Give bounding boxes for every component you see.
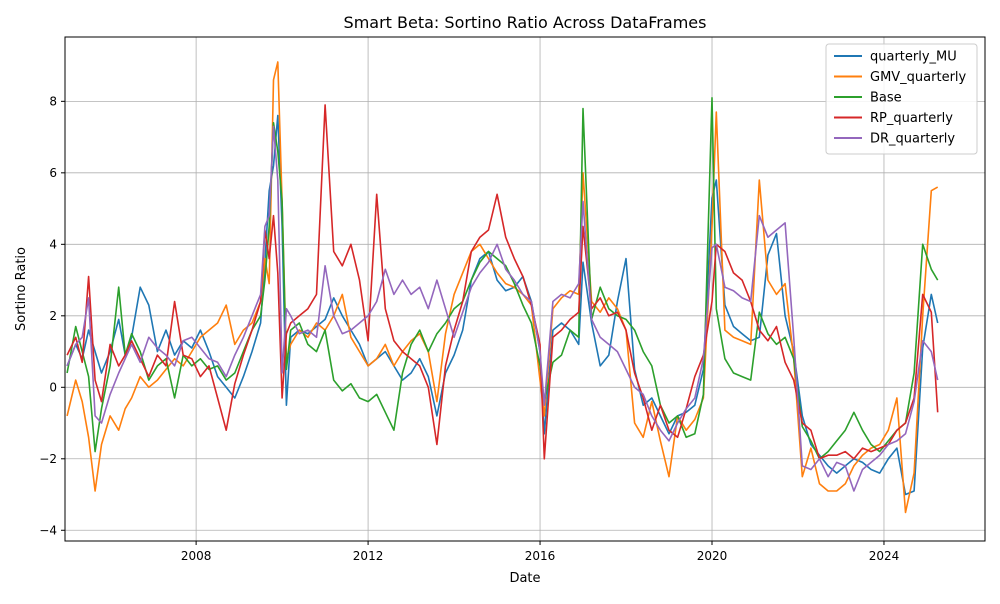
x-axis-label: Date [509,571,540,586]
x-tick-label: 2012 [353,549,384,563]
series-line-DR_quarterly [66,125,939,492]
y-tick-label: −4 [39,523,57,537]
chart-title: Smart Beta: Sortino Ratio Across DataFra… [344,13,707,32]
y-tick-label: −2 [39,452,57,466]
y-tick-label: 6 [49,166,57,180]
series-line-GMV_quarterly [66,61,939,514]
x-tick-label: 2016 [525,549,556,563]
legend-label: GMV_quarterly [870,70,967,85]
plot-frame [64,36,986,542]
legend: quarterly_MU GMV_quarterly Base RP_quarterl… [825,43,978,155]
x-tick-label: 2024 [869,549,900,563]
y-tick-label: 4 [49,237,57,251]
legend-label: quarterly_MU [870,50,957,65]
y-tick-label: 0 [49,380,57,394]
tick-layer: 2008 2012 2016 2020 2024 −4 −2 0 2 4 6 8 [39,94,899,563]
y-tick-label: 2 [49,309,57,323]
grid-layer [65,37,985,541]
y-axis-label: Sortino Ratio [14,247,29,331]
legend-label: RP_quarterly [870,111,953,126]
y-tick-label: 8 [49,94,57,108]
legend-box [825,43,978,155]
series-line-Base [66,97,939,460]
legend-label: Base [870,91,902,106]
series-line-RP_quarterly [66,104,939,460]
series-layer [66,61,939,514]
legend-label: DR_quarterly [870,132,955,147]
x-tick-label: 2020 [697,549,728,563]
x-tick-label: 2008 [181,549,212,563]
